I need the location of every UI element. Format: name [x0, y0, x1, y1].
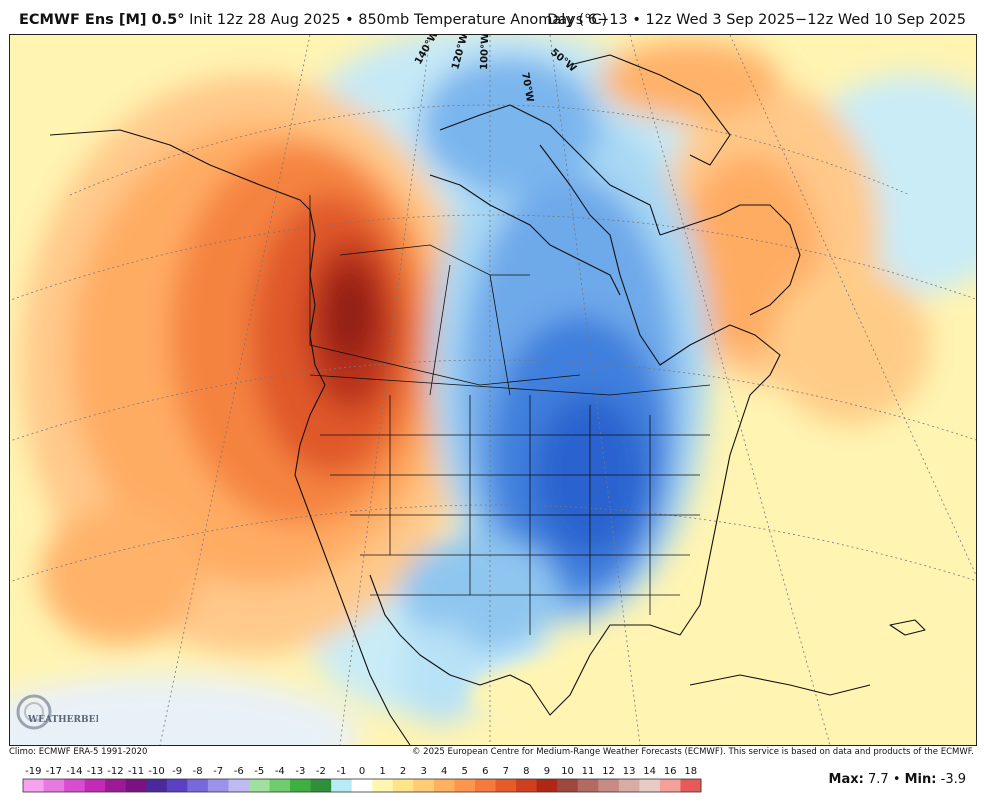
colorbar-border: [22, 778, 702, 793]
colorbar-swatch: [618, 779, 640, 792]
colorbar-swatch: [557, 779, 579, 792]
colorbar-label: -19: [25, 766, 41, 777]
colorbar-label: -8: [193, 766, 203, 777]
colorbar-swatch: [187, 779, 209, 792]
colorbar-label: 14: [643, 766, 656, 777]
colorbar-label: 1: [379, 766, 385, 777]
coastlines: [49, 54, 926, 745]
colorbar-swatch: [310, 779, 332, 792]
max-min-stats: Max: 7.7 • Min: -3.9: [829, 772, 966, 787]
colorbar-label: -17: [46, 766, 62, 777]
colorbar-label: -11: [128, 766, 144, 777]
graticule: [10, 35, 976, 745]
colorbar-label: 3: [420, 766, 426, 777]
colorbar-swatch: [64, 779, 86, 792]
colorbar-swatch: [125, 779, 147, 792]
colorbar-swatch: [166, 779, 188, 792]
stats-separator: •: [892, 772, 905, 787]
colorbar-label: -9: [172, 766, 182, 777]
max-label: Max:: [828, 772, 864, 787]
colorbar-label: 0: [359, 766, 365, 777]
colorbar-swatch: [598, 779, 620, 792]
title-left: ECMWF Ens [M] 0.5° Init 12z 28 Aug 2025 …: [19, 12, 607, 28]
colorbar-swatch: [228, 779, 250, 792]
colorbar-swatch: [433, 779, 455, 792]
max-value: 7.7: [867, 772, 889, 787]
colorbar-label: 7: [503, 766, 509, 777]
colorbar-swatch: [659, 779, 681, 792]
colorbar-swatch: [290, 779, 312, 792]
colorbar-label: -5: [254, 766, 264, 777]
colorbar-label: -7: [213, 766, 223, 777]
colorbar-label: -14: [66, 766, 82, 777]
colorbar-swatch: [454, 779, 476, 792]
colorbar-label: -12: [107, 766, 123, 777]
init-time: Init 12z 28 Aug 2025: [189, 12, 341, 28]
header: ECMWF Ens [M] 0.5° Init 12z 28 Aug 2025 …: [0, 0, 984, 34]
lon-label-100w: 100°W: [479, 35, 491, 70]
colorbar-swatch: [84, 779, 106, 792]
colorbar-label: 4: [441, 766, 447, 777]
map-svg: 140°W 120°W 100°W 70°W 50°W: [10, 35, 976, 745]
colorbar-swatch: [475, 779, 497, 792]
colorbar-swatch: [536, 779, 558, 792]
colorbar-swatch: [23, 779, 45, 792]
copyright-note: © 2025 European Centre for Medium-Range …: [411, 747, 974, 757]
colorbar-swatch: [249, 779, 271, 792]
colorbar-label: 11: [582, 766, 595, 777]
political-borders: [309, 195, 711, 635]
colorbar-label: -2: [316, 766, 326, 777]
degree-mark: °: [177, 12, 185, 28]
colorbar-swatch: [639, 779, 661, 792]
colorbar-label: -1: [336, 766, 346, 777]
colorbar-swatch: [516, 779, 538, 792]
colorbar-swatch: [392, 779, 414, 792]
colorbar-swatch: [577, 779, 599, 792]
colorbar-label: -13: [87, 766, 103, 777]
colorbar-label: 16: [664, 766, 677, 777]
climo-note: Climo: ECMWF ERA-5 1991-2020: [9, 747, 148, 757]
colorbar-swatch: [43, 779, 65, 792]
colorbar-label: 8: [523, 766, 529, 777]
colorbar-swatch: [207, 779, 229, 792]
colorbar-label: 13: [623, 766, 636, 777]
colorbar-label: 18: [684, 766, 697, 777]
colorbar-label: -6: [234, 766, 244, 777]
colorbar-label: -4: [275, 766, 285, 777]
colorbar-label: -10: [148, 766, 164, 777]
colorbar-label: 9: [544, 766, 550, 777]
anomaly-map[interactable]: 140°W 120°W 100°W 70°W 50°W: [9, 34, 977, 746]
field-name: 850mb Temperature Anomaly (°C): [358, 12, 608, 28]
lon-label-70w: 70°W: [519, 72, 535, 103]
colorbar-swatch: [372, 779, 394, 792]
colorbar-swatch: [413, 779, 435, 792]
colorbar-label: 10: [561, 766, 574, 777]
colorbar-swatch: [146, 779, 168, 792]
colorbar-label: -3: [295, 766, 305, 777]
colorbar-swatch: [680, 779, 702, 792]
colorbar-label: 2: [400, 766, 406, 777]
valid-period: Days 6−13 • 12z Wed 3 Sep 2025−12z Wed 1…: [547, 12, 966, 28]
colorbar-swatch: [351, 779, 373, 792]
colorbar-swatch: [105, 779, 127, 792]
min-label: Min:: [904, 772, 937, 787]
colorbar-label: 12: [602, 766, 615, 777]
yellow-band: [470, 555, 976, 735]
colorbar-label: 6: [482, 766, 488, 777]
colorbar-swatch: [269, 779, 291, 792]
separator: •: [345, 12, 359, 28]
colorbar-swatch: [331, 779, 353, 792]
model-name: ECMWF Ens [M] 0.5: [19, 12, 178, 28]
min-value: -3.9: [940, 772, 966, 787]
svg-text:WEATHERBELL: WEATHERBELL: [27, 715, 98, 725]
colorbar-swatch: [495, 779, 517, 792]
weatherbell-logo: WEATHERBELL: [16, 694, 98, 730]
colorbar-label: 5: [462, 766, 468, 777]
colorbar: -19 -17 -14 -13 -12 -11 -10 -9 -8 -7 -6 -5 -4 -3 -2 -1 0…: [22, 766, 702, 793]
